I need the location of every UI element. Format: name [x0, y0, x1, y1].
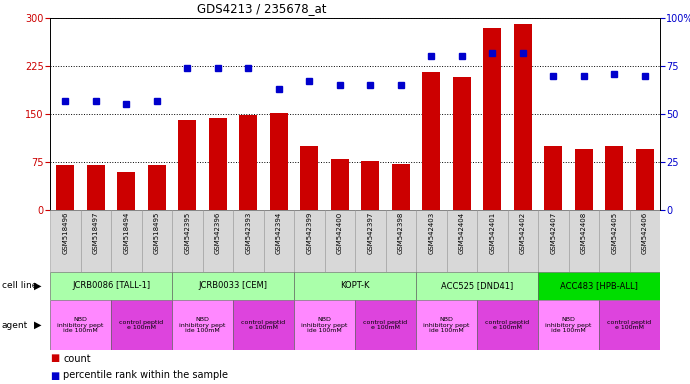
- Bar: [111, 210, 141, 272]
- Bar: [416, 300, 477, 350]
- Text: GSM518495: GSM518495: [154, 212, 160, 254]
- Text: GSM542405: GSM542405: [611, 212, 618, 254]
- Bar: [117, 172, 135, 210]
- Text: GSM542407: GSM542407: [550, 212, 556, 254]
- Bar: [81, 210, 111, 272]
- Bar: [446, 210, 477, 272]
- Text: GSM542402: GSM542402: [520, 212, 526, 254]
- Bar: [355, 210, 386, 272]
- Bar: [50, 210, 81, 272]
- Text: cell line: cell line: [2, 281, 37, 291]
- Bar: [422, 73, 440, 210]
- Bar: [392, 164, 410, 210]
- Text: GSM518494: GSM518494: [124, 212, 129, 254]
- Bar: [294, 272, 416, 300]
- Text: GSM542403: GSM542403: [428, 212, 434, 254]
- Bar: [294, 300, 355, 350]
- Bar: [56, 165, 75, 210]
- Text: NBD
inhibitory pept
ide 100mM: NBD inhibitory pept ide 100mM: [423, 317, 470, 333]
- Text: GSM542400: GSM542400: [337, 212, 343, 254]
- Text: GSM518496: GSM518496: [62, 212, 68, 254]
- Bar: [513, 25, 532, 210]
- Text: control peptid
e 100mM: control peptid e 100mM: [364, 319, 408, 330]
- Text: control peptid
e 100mM: control peptid e 100mM: [486, 319, 529, 330]
- Text: JCRB0086 [TALL-1]: JCRB0086 [TALL-1]: [72, 281, 150, 291]
- Bar: [233, 210, 264, 272]
- Text: percentile rank within the sample: percentile rank within the sample: [63, 371, 228, 381]
- Text: control peptid
e 100mM: control peptid e 100mM: [241, 319, 286, 330]
- Text: NBD
inhibitory pept
ide 100mM: NBD inhibitory pept ide 100mM: [179, 317, 226, 333]
- Bar: [483, 28, 502, 210]
- Text: GDS4213 / 235678_at: GDS4213 / 235678_at: [197, 2, 327, 15]
- Text: ▶: ▶: [34, 281, 42, 291]
- Bar: [141, 210, 172, 272]
- Text: GSM542396: GSM542396: [215, 212, 221, 254]
- Text: GSM542398: GSM542398: [397, 212, 404, 254]
- Text: GSM542394: GSM542394: [276, 212, 282, 254]
- Bar: [386, 210, 416, 272]
- Bar: [599, 300, 660, 350]
- Bar: [208, 119, 227, 210]
- Text: control peptid
e 100mM: control peptid e 100mM: [119, 319, 164, 330]
- Text: GSM542404: GSM542404: [459, 212, 465, 254]
- Bar: [111, 300, 172, 350]
- Bar: [233, 300, 294, 350]
- Text: ACC483 [HPB-ALL]: ACC483 [HPB-ALL]: [560, 281, 638, 291]
- Text: KOPT-K: KOPT-K: [340, 281, 370, 291]
- Bar: [324, 210, 355, 272]
- Bar: [538, 300, 599, 350]
- Bar: [50, 272, 172, 300]
- Bar: [538, 210, 569, 272]
- Text: GSM542395: GSM542395: [184, 212, 190, 254]
- Bar: [605, 146, 623, 210]
- Bar: [355, 300, 416, 350]
- Bar: [508, 210, 538, 272]
- Text: NBD
inhibitory pept
ide 100mM: NBD inhibitory pept ide 100mM: [57, 317, 104, 333]
- Text: control peptid
e 100mM: control peptid e 100mM: [607, 319, 651, 330]
- Bar: [264, 210, 294, 272]
- Bar: [202, 210, 233, 272]
- Text: ACC525 [DND41]: ACC525 [DND41]: [441, 281, 513, 291]
- Bar: [87, 165, 105, 210]
- Bar: [294, 210, 324, 272]
- Bar: [178, 121, 197, 210]
- Bar: [538, 272, 660, 300]
- Text: GSM542397: GSM542397: [367, 212, 373, 254]
- Text: NBD
inhibitory pept
ide 100mM: NBD inhibitory pept ide 100mM: [545, 317, 592, 333]
- Text: agent: agent: [2, 321, 28, 329]
- Bar: [361, 161, 380, 210]
- Bar: [416, 210, 446, 272]
- Bar: [569, 210, 599, 272]
- Bar: [300, 146, 318, 210]
- Text: GSM518497: GSM518497: [92, 212, 99, 254]
- Bar: [172, 272, 294, 300]
- Bar: [599, 210, 629, 272]
- Bar: [416, 272, 538, 300]
- Text: ■: ■: [50, 354, 59, 364]
- Bar: [575, 149, 593, 210]
- Text: JCRB0033 [CEM]: JCRB0033 [CEM]: [199, 281, 268, 291]
- Text: GSM542408: GSM542408: [581, 212, 586, 254]
- Bar: [331, 159, 349, 210]
- Bar: [453, 77, 471, 210]
- Bar: [629, 210, 660, 272]
- Bar: [172, 300, 233, 350]
- Text: GSM542401: GSM542401: [489, 212, 495, 254]
- Text: count: count: [63, 354, 90, 364]
- Bar: [635, 149, 654, 210]
- Text: GSM542393: GSM542393: [245, 212, 251, 254]
- Bar: [477, 300, 538, 350]
- Bar: [477, 210, 508, 272]
- Bar: [172, 210, 202, 272]
- Text: NBD
inhibitory pept
ide 100mM: NBD inhibitory pept ide 100mM: [302, 317, 348, 333]
- Bar: [239, 115, 257, 210]
- Text: GSM542406: GSM542406: [642, 212, 648, 254]
- Bar: [544, 146, 562, 210]
- Bar: [148, 165, 166, 210]
- Text: ■: ■: [50, 371, 59, 381]
- Bar: [270, 113, 288, 210]
- Text: GSM542399: GSM542399: [306, 212, 313, 254]
- Bar: [50, 300, 111, 350]
- Text: ▶: ▶: [34, 320, 42, 330]
